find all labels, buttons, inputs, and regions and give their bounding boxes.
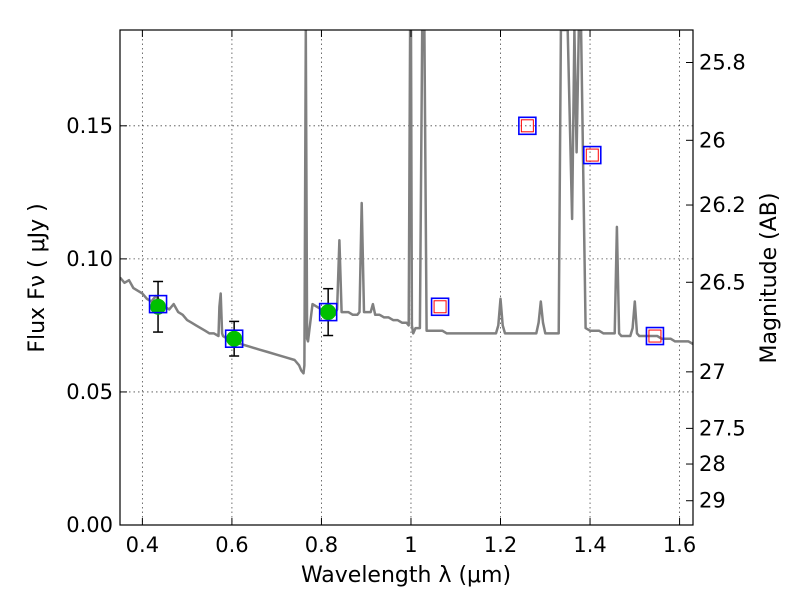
spectrum-line [120, 30, 693, 375]
x-axis-label: Wavelength λ (μm) [301, 563, 511, 588]
model-square-marker [582, 145, 602, 165]
model-inner-square-marker [585, 148, 599, 162]
x-tick-label: 0.4 [126, 533, 159, 557]
x-tick-label: 1.2 [484, 533, 517, 557]
model-square-marker [518, 116, 537, 136]
right-tick-label: 28 [699, 452, 726, 476]
observed-point [226, 330, 243, 347]
plot-area [120, 30, 693, 375]
y-axis-label: Flux Fν ( μJy ) [25, 203, 50, 352]
model-square-marker [148, 294, 168, 314]
model-square-marker [430, 297, 450, 317]
plot-frame [119, 29, 694, 526]
x-tick-label: 0.8 [305, 533, 338, 557]
right-tick-label: 26.2 [699, 193, 746, 217]
model-inner-square-marker [648, 329, 662, 343]
observed-point [150, 298, 167, 315]
x-tick-label: 0.6 [215, 533, 248, 557]
right-tick-label: 27 [699, 360, 726, 384]
model-inner-square-marker [433, 300, 447, 314]
x-tick-label: 1.6 [663, 533, 696, 557]
y-axis-right-label: Magnitude (AB) [757, 193, 782, 364]
y-tick-label: 0.00 [66, 513, 113, 537]
model-square-marker [318, 302, 338, 322]
right-tick-label: 27.5 [699, 416, 746, 440]
x-tick-label: 1 [404, 533, 417, 557]
right-tick-label: 25.8 [699, 50, 746, 74]
right-tick-label: 29 [699, 489, 726, 513]
x-tick-label: 1.4 [573, 533, 606, 557]
right-tick-label: 26.5 [699, 270, 746, 294]
right-tick-label: 26 [699, 128, 726, 152]
model-square-marker [645, 326, 665, 346]
model-square-marker [224, 329, 244, 349]
y-tick-label: 0.15 [66, 114, 113, 138]
y-tick-label: 0.10 [66, 247, 113, 271]
axes-ticks: 0.4 0.6 0.8 1 1.2 1.4 1.6 0.00 0.05 0.10 0.15 25.8 2… [66, 30, 746, 557]
observed-point [320, 304, 337, 321]
model-inner-square-marker [520, 119, 534, 133]
y-tick-label: 0.05 [66, 380, 113, 404]
